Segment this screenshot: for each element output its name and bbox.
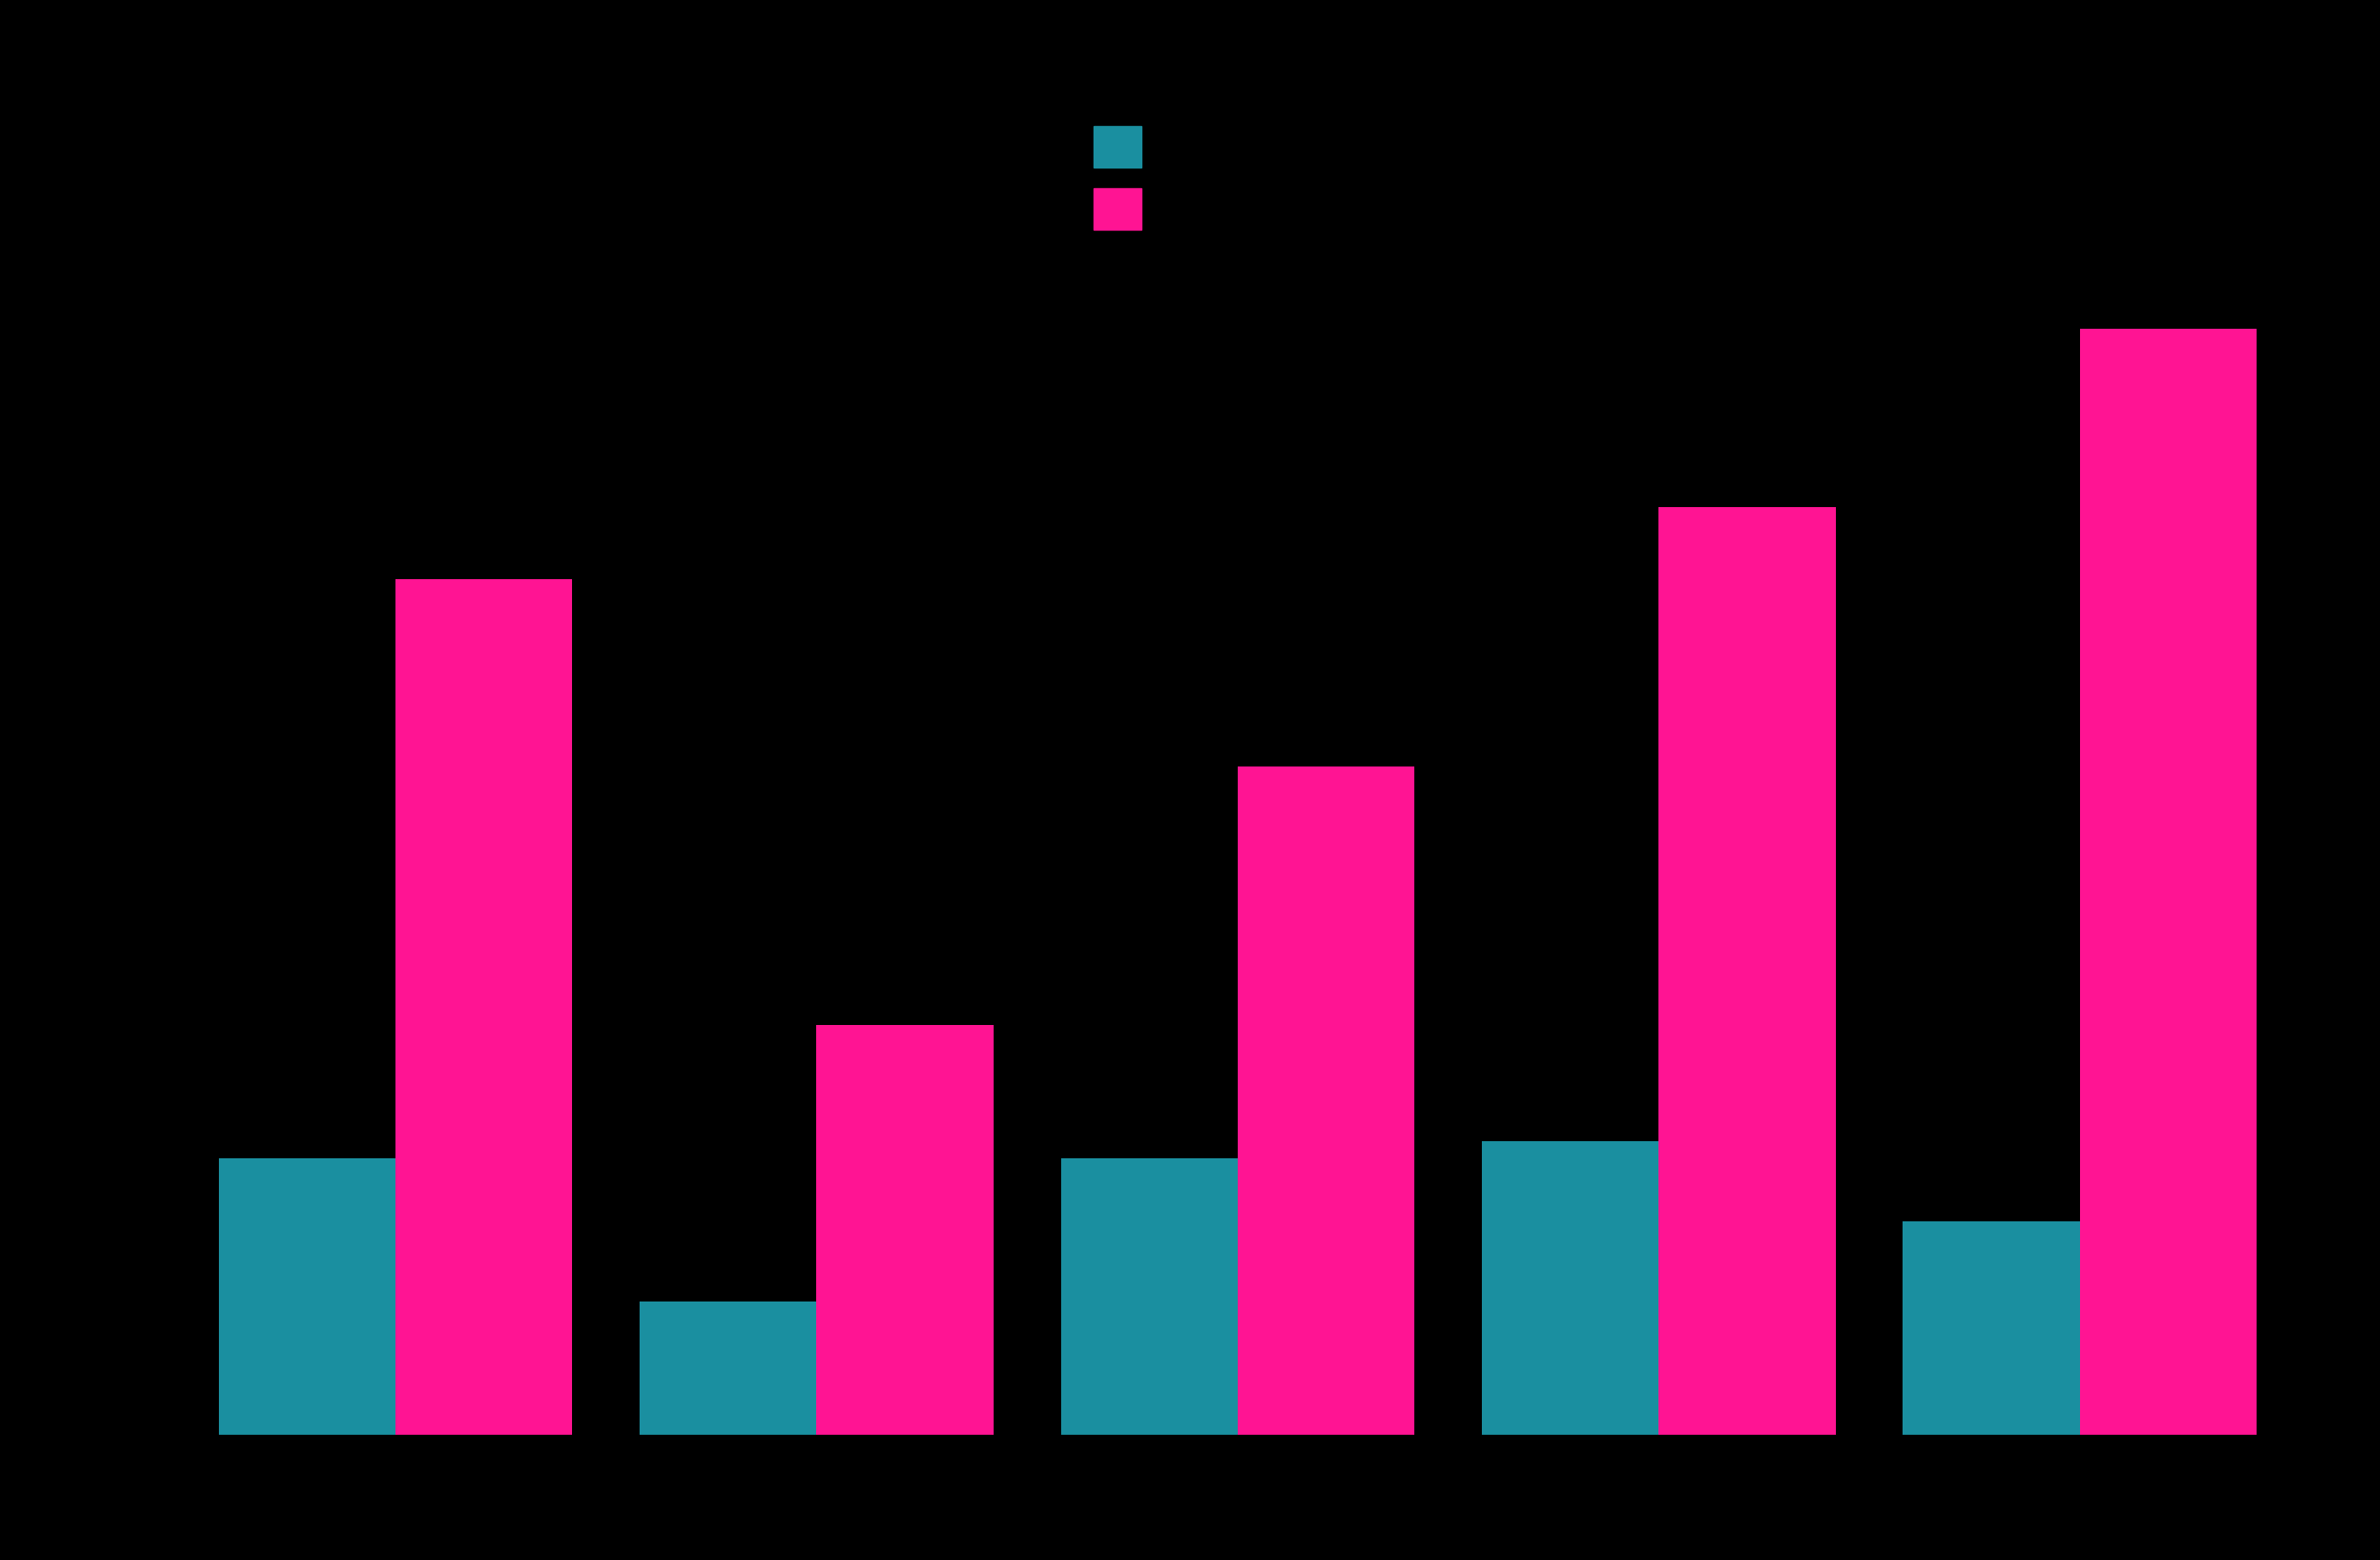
Bar (1483, 1140, 1659, 1435)
Bar (1238, 766, 1414, 1435)
Bar (1904, 1221, 2080, 1435)
Legend: Traditional, miniVec™: Traditional, miniVec™ (1073, 108, 1402, 251)
Bar (1659, 509, 1835, 1435)
Bar (2080, 329, 2256, 1435)
Bar (1061, 1159, 1238, 1435)
Bar (395, 579, 571, 1435)
Bar (816, 1025, 992, 1435)
Bar (219, 1159, 395, 1435)
Bar (640, 1301, 816, 1435)
